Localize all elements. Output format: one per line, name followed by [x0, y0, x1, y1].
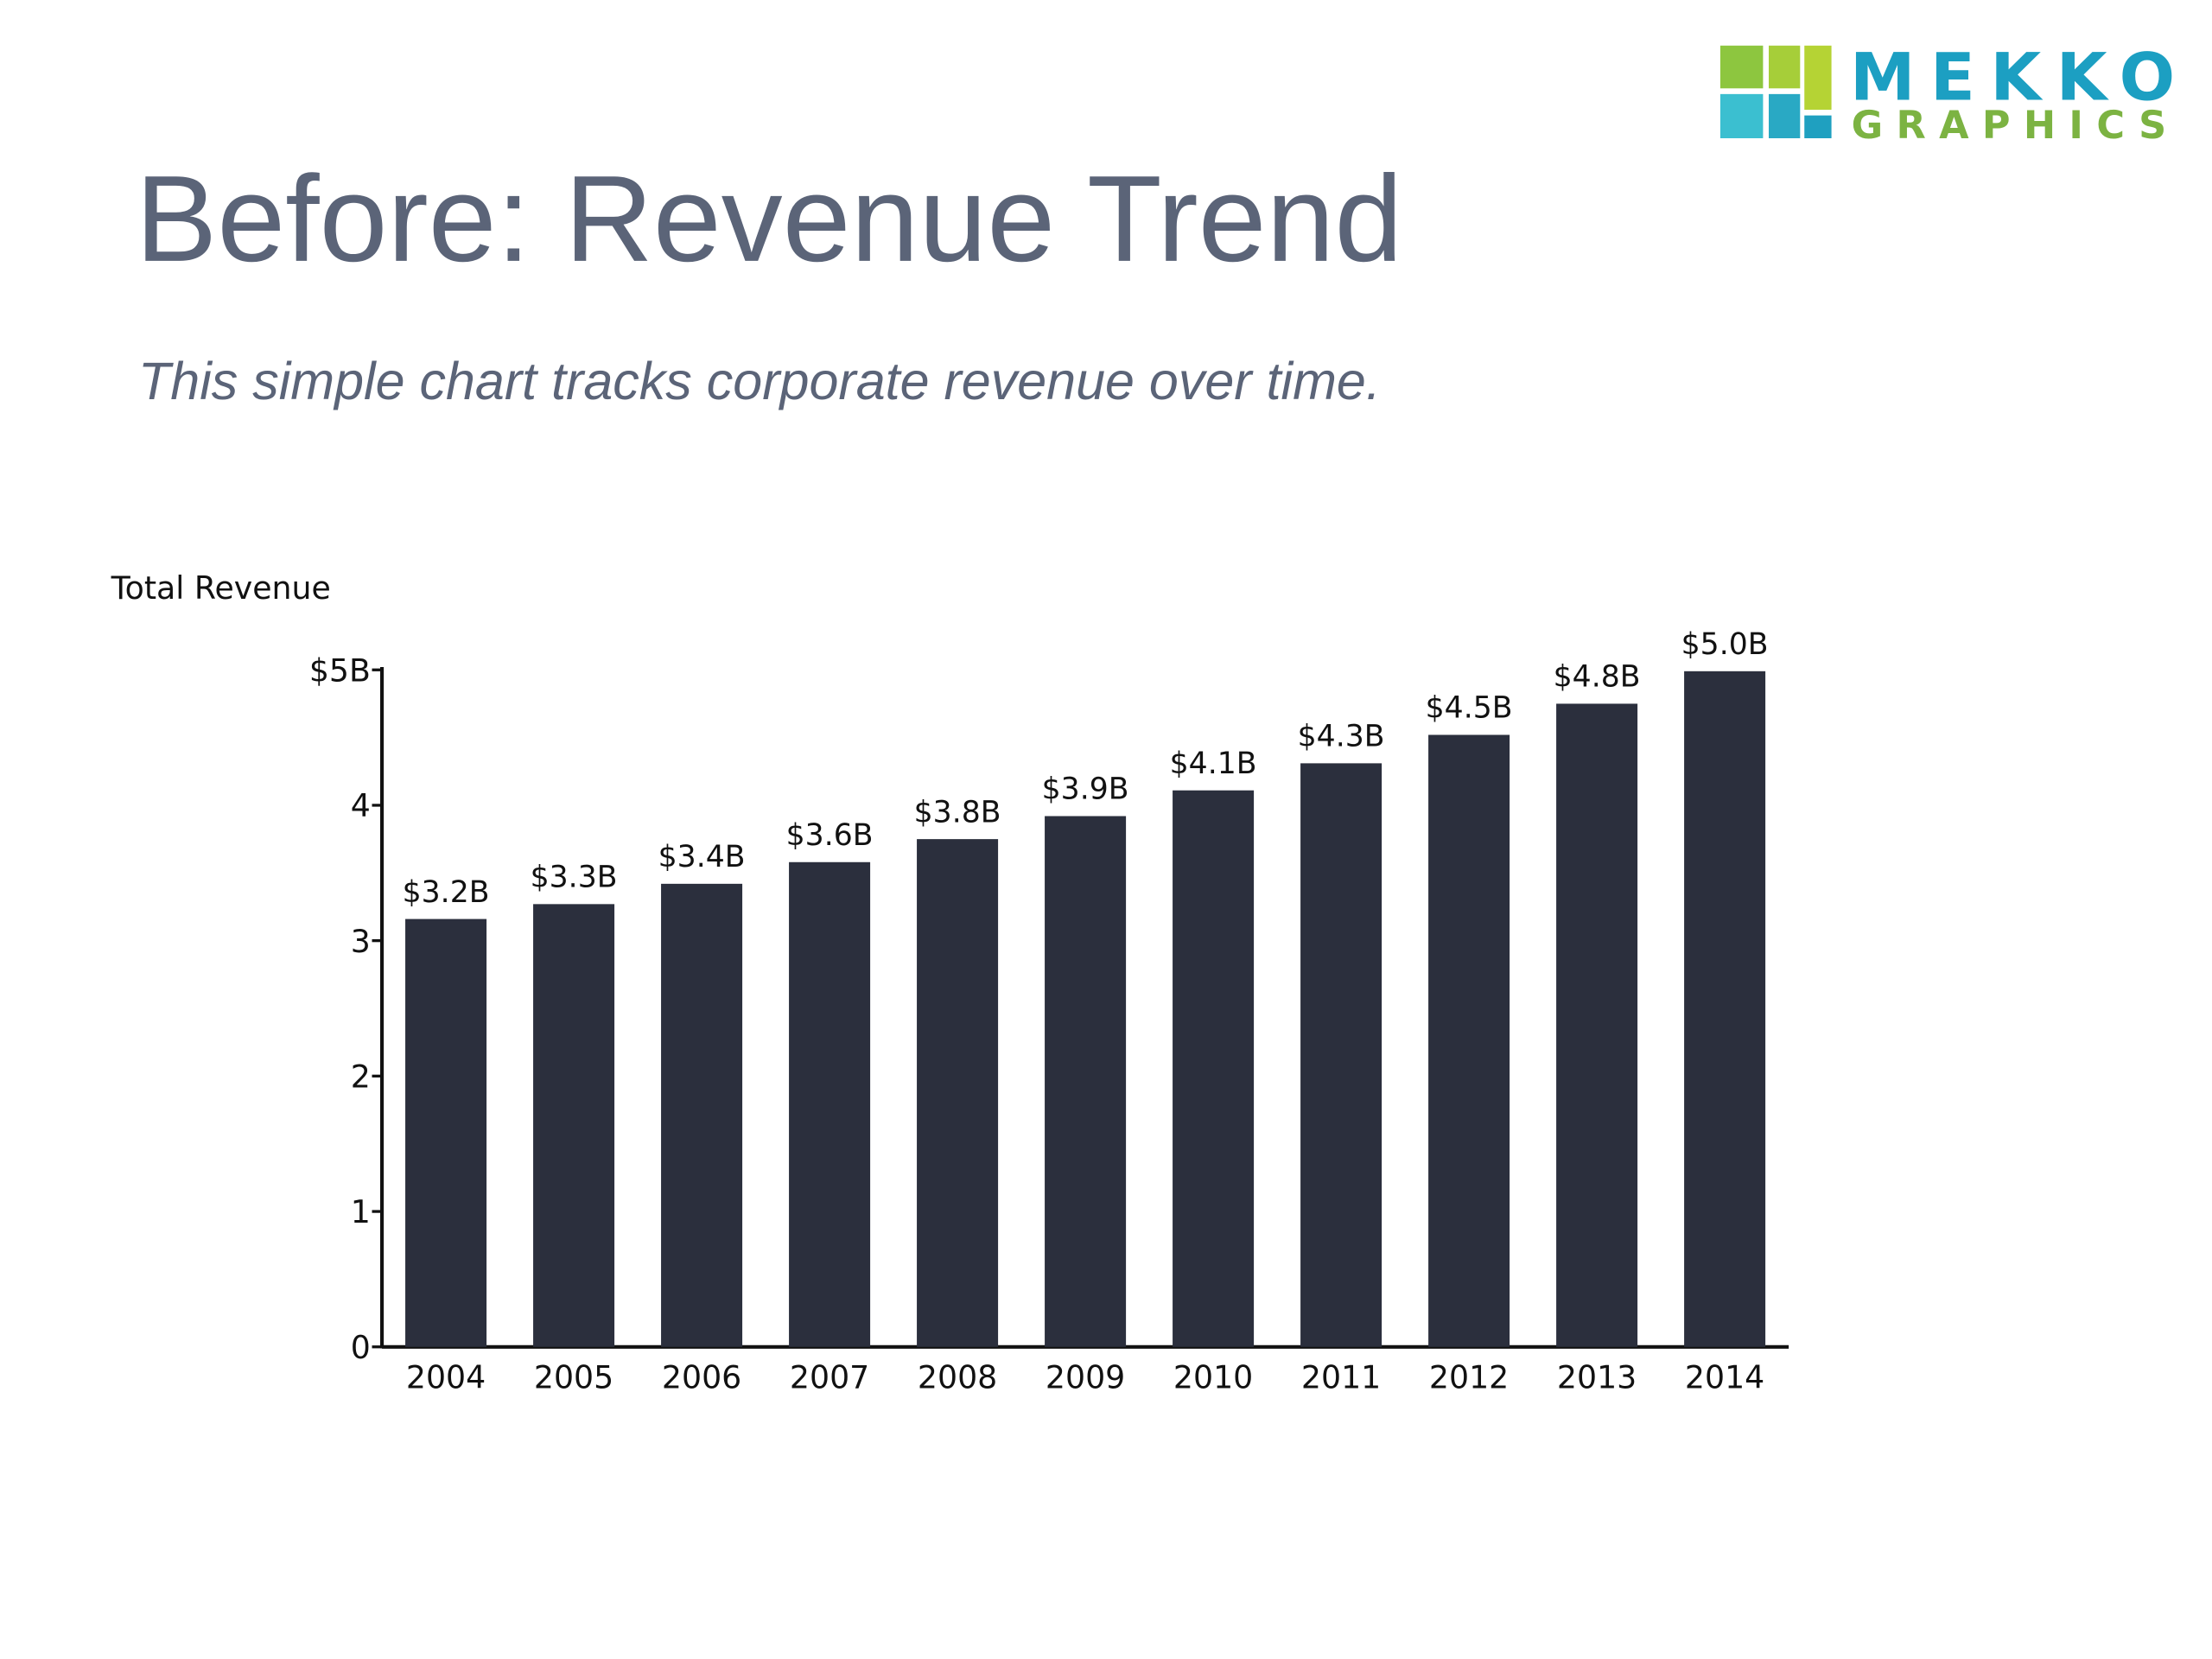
y-tick-label: 2 [351, 1058, 371, 1096]
logo-square [1804, 115, 1832, 138]
x-tick-label: 2010 [1173, 1359, 1253, 1396]
value-label: $5.0B [1681, 627, 1769, 662]
value-label: $4.3B [1298, 720, 1385, 754]
x-tick-label: 2009 [1046, 1359, 1125, 1396]
subtitle: This simple chart tracks corporate reven… [138, 352, 1381, 410]
y-tick-label: 3 [351, 923, 371, 960]
bar [1173, 790, 1255, 1347]
logo-text: GRAPHICS [1852, 103, 2174, 148]
bar [533, 904, 615, 1347]
logo-square [1719, 93, 1764, 138]
logo: MEKKO GRAPHICS [1719, 39, 2175, 148]
bar [789, 861, 871, 1347]
logo-text: MEKKO [1850, 39, 2175, 115]
y-tick-label: 1 [351, 1193, 371, 1230]
axis-label: Total Revenue [111, 569, 331, 607]
y-tick-label: 0 [351, 1329, 371, 1366]
x-tick-label: 2006 [662, 1359, 741, 1396]
bar [1428, 734, 1510, 1347]
value-label: $3.8B [914, 795, 1001, 830]
logo-square [1769, 93, 1801, 138]
x-tick-label: 2011 [1301, 1359, 1381, 1396]
bar [1684, 671, 1766, 1347]
title: Before: Revenue Trend [136, 151, 1403, 288]
value-label: $3.4B [658, 840, 746, 874]
value-label: $3.9B [1042, 772, 1129, 807]
logo-square [1719, 45, 1764, 89]
bar [1556, 703, 1638, 1347]
logo-square [1769, 45, 1801, 89]
x-tick-label: 2004 [406, 1359, 486, 1396]
bar [1300, 763, 1382, 1347]
x-tick-label: 2007 [790, 1359, 869, 1396]
x-tick-label: 2013 [1557, 1359, 1637, 1396]
bar [405, 918, 487, 1347]
y-tick-label: 4 [351, 787, 371, 824]
value-label: $4.8B [1554, 660, 1641, 695]
value-label: $3.2B [403, 875, 490, 910]
bar [917, 839, 999, 1347]
x-tick-label: 2012 [1429, 1359, 1509, 1396]
value-label: $4.5B [1426, 691, 1513, 726]
bar [661, 883, 743, 1347]
value-label: $3.3B [531, 861, 618, 895]
x-tick-label: 2014 [1685, 1359, 1764, 1396]
x-tick-label: 2008 [918, 1359, 997, 1396]
x-tick-label: 2005 [534, 1359, 613, 1396]
value-label: $3.6B [786, 818, 874, 853]
logo-square [1804, 45, 1832, 111]
bar [1045, 816, 1127, 1347]
y-tick-label: $5B [309, 652, 371, 689]
value-label: $4.1B [1170, 747, 1257, 781]
